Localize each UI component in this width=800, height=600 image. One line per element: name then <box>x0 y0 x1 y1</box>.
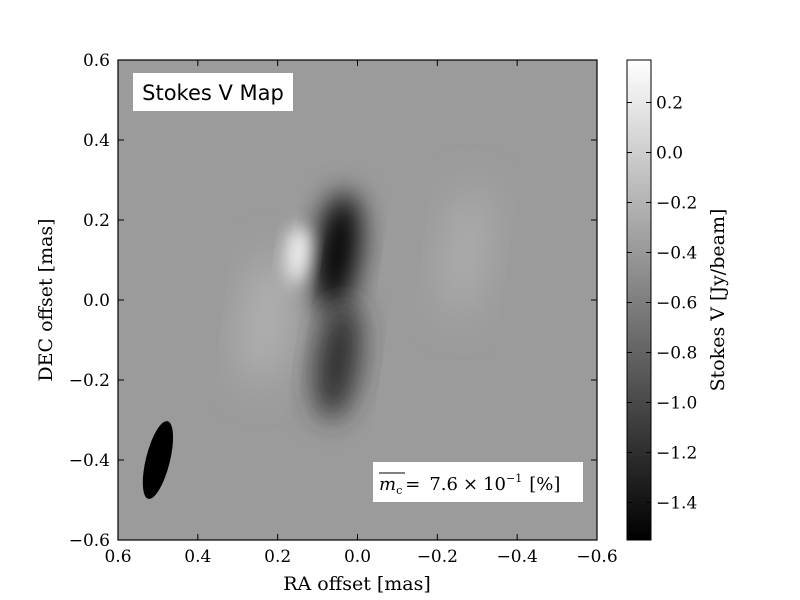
panel-label-box: Stokes V Map <box>133 73 293 111</box>
y-axis-label: DEC offset [mas] <box>35 218 57 381</box>
annotation-times: × <box>463 474 478 495</box>
map-feature-negative-lobe <box>314 192 361 312</box>
map-features <box>242 186 489 420</box>
x-tick-label: −0.2 <box>417 547 458 567</box>
colorbar-tick-label: −1.4 <box>656 494 697 514</box>
colorbar: 0.2 0.0 −0.2 −0.4 −0.6 −0.8 −1.0 −1.2 −1.4 Stoke… <box>626 59 729 541</box>
x-axis-label: RA offset [mas] <box>283 573 431 595</box>
colorbar-tick-label: −0.8 <box>656 344 697 364</box>
annotation-mantissa: 7.6 <box>429 474 458 495</box>
y-tick-label: 0.2 <box>83 211 110 231</box>
colorbar-tick-label: −0.2 <box>656 194 697 214</box>
map-feature-positive-lobe <box>242 254 289 386</box>
x-tick-label: 0.0 <box>344 547 371 567</box>
x-tick-label: 0.6 <box>104 547 131 567</box>
colorbar-ticks: 0.2 0.0 −0.2 −0.4 −0.6 −0.8 −1.0 −1.2 −1.4 <box>627 94 697 514</box>
x-tick-label: 0.2 <box>264 547 291 567</box>
y-tick-label: −0.2 <box>69 371 110 391</box>
colorbar-tick-label: 0.2 <box>656 94 683 114</box>
colorbar-gradient <box>626 59 652 541</box>
plot-area: 0.6 0.4 0.2 0.0 −0.2 −0.4 −0.6 0.6 0.4 0.2 0.0 −0.… <box>69 51 618 567</box>
map-background <box>118 60 597 540</box>
panel-label: Stokes V Map <box>142 81 284 105</box>
annotation-unit: [%] <box>529 474 560 495</box>
annotation-text: mc = 7.6 × 10−1 [%] <box>379 472 560 497</box>
annotation-prefix-sub: c <box>396 484 402 497</box>
annotation-box: mc = 7.6 × 10−1 [%] <box>373 462 583 502</box>
colorbar-tick-label: −1.2 <box>656 444 697 464</box>
colorbar-tick-label: −0.4 <box>656 244 697 264</box>
annotation-equals: = <box>405 474 420 495</box>
annotation-prefix: m <box>379 474 396 495</box>
y-tick-label: 0.4 <box>83 131 110 151</box>
y-tick-label: −0.4 <box>69 451 110 471</box>
colorbar-tick-label: −1.0 <box>656 394 697 414</box>
x-axis-ticks: 0.6 0.4 0.2 0.0 −0.2 −0.4 −0.6 <box>104 60 618 567</box>
x-tick-label: −0.6 <box>576 547 617 567</box>
colorbar-label: Stokes V [Jy/beam] <box>707 209 729 392</box>
annotation-exponent: −1 <box>506 472 522 485</box>
x-tick-label: 0.4 <box>184 547 211 567</box>
y-tick-label: 0.6 <box>83 51 110 71</box>
y-tick-label: 0.0 <box>83 291 110 311</box>
map-feature-negative-lobe <box>314 300 361 420</box>
map-feature-positive-lobe <box>285 226 311 286</box>
beam-ellipse <box>142 421 174 499</box>
map-feature-positive-lobe <box>441 186 489 318</box>
colorbar-tick-label: −0.6 <box>656 294 697 314</box>
y-tick-label: −0.6 <box>69 531 110 551</box>
colorbar-tick-label: 0.0 <box>656 144 683 164</box>
x-tick-label: −0.4 <box>497 547 538 567</box>
y-axis-ticks: 0.6 0.4 0.2 0.0 −0.2 −0.4 −0.6 <box>69 51 597 551</box>
annotation-base: 10 <box>483 474 506 495</box>
